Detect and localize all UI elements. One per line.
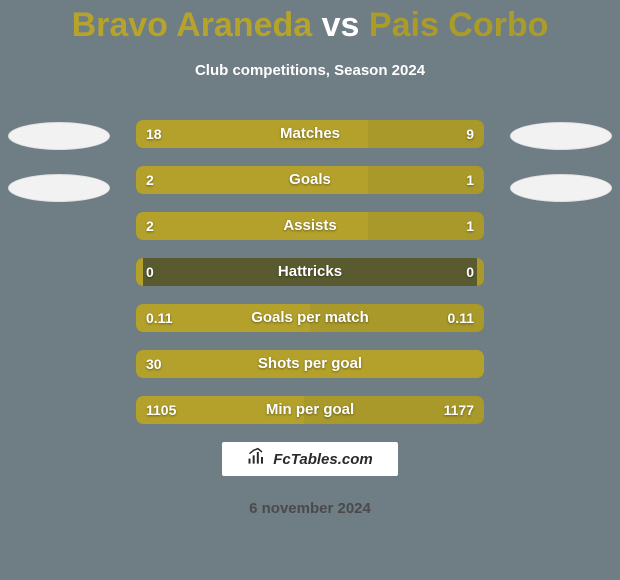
stat-label: Shots per goal [136,350,484,378]
vs-separator: vs [322,6,360,44]
stat-row: 00Hattricks [136,258,484,286]
stats-comparison-card: Bravo Araneda vs Pais Corbo Club competi… [0,0,620,580]
subtitle: Club competitions, Season 2024 [0,62,620,79]
page-title: Bravo Araneda vs Pais Corbo [0,6,620,45]
stat-label: Goals [136,166,484,194]
stat-row: 21Assists [136,212,484,240]
chart-icon [247,447,267,471]
player-badge [510,174,612,202]
stat-label: Hattricks [136,258,484,286]
stat-label: Min per goal [136,396,484,424]
stat-label: Goals per match [136,304,484,332]
stat-label: Matches [136,120,484,148]
stat-row: 189Matches [136,120,484,148]
player-badge [510,122,612,150]
watermark: FcTables.com [222,442,398,476]
player-a-name: Bravo Araneda [72,6,313,44]
watermark-text: FcTables.com [273,451,372,468]
stat-rows: 189Matches 21Goals 21Assists 00Hattricks 0.1… [136,120,484,424]
player-b-name: Pais Corbo [369,6,548,44]
player-badge [8,174,110,202]
player-badge [8,122,110,150]
stat-label: Assists [136,212,484,240]
stat-row: 11051177Min per goal [136,396,484,424]
date: 6 november 2024 [0,500,620,517]
stat-row: 21Goals [136,166,484,194]
stat-row: 0.110.11Goals per match [136,304,484,332]
stat-row: 30Shots per goal [136,350,484,378]
